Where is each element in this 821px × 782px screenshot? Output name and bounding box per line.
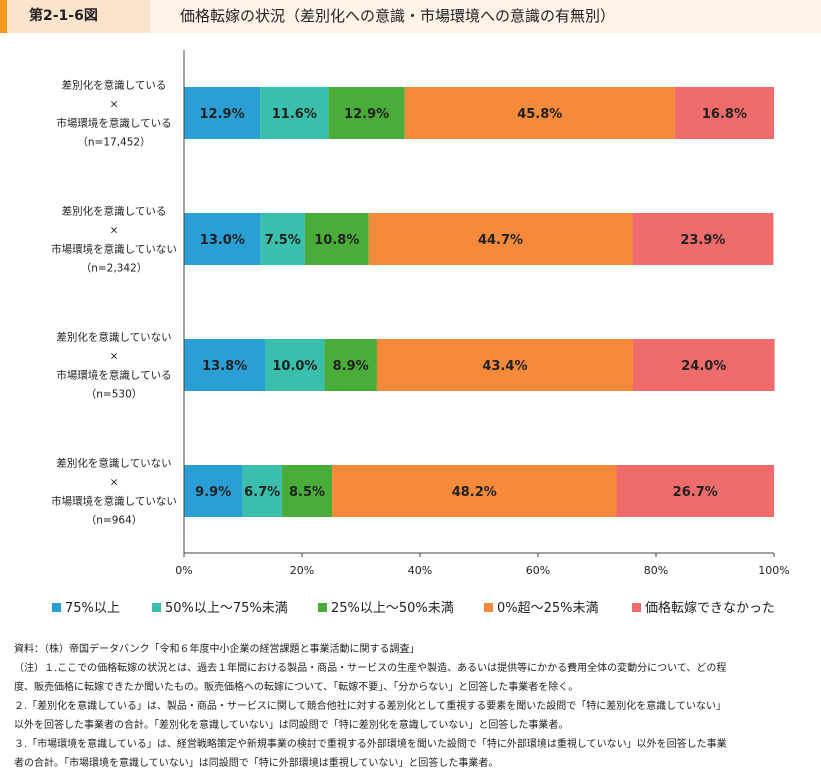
category-label: （n=530） (86, 389, 143, 401)
bar-segment (265, 339, 325, 391)
bar-segment (304, 213, 369, 265)
legend-swatch (632, 603, 641, 612)
data-label: 8.9% (333, 359, 369, 374)
bar-segment (376, 339, 633, 391)
category-label: × (110, 477, 119, 489)
bar-segment (674, 87, 774, 139)
legend-item-none: 価格転嫁できなかった (632, 601, 775, 617)
bar-segment (184, 87, 261, 139)
legend-label: 50%以上～75%未満 (165, 601, 288, 616)
source-notes: 資料：（株）帝国データバンク「令和６年度中小企業の経営課題と事業活動に関する調査… (14, 640, 814, 773)
bar-segment (404, 87, 675, 139)
category-label: × (110, 225, 119, 237)
data-label: 12.9% (200, 107, 245, 122)
x-tick-label: 0% (175, 564, 192, 577)
legend-label: 75%以上 (65, 601, 120, 616)
category-label: （n=17,452） (77, 137, 150, 149)
category-label: 差別化を意識していない (56, 331, 171, 344)
bar-segment (632, 339, 775, 391)
bar-segment (368, 213, 633, 265)
legend-label: 25%以上～50%未満 (331, 601, 454, 616)
data-label: 6.7% (244, 485, 280, 500)
bar-segment (328, 87, 405, 139)
x-tick-label: 100% (758, 564, 789, 577)
note-line: （注）１.ここでの価格転嫁の状況とは、過去１年間における製品・商品・サービスの生… (14, 663, 727, 674)
data-label: 10.0% (272, 359, 317, 374)
legend-swatch (152, 603, 161, 612)
legend-swatch (52, 603, 61, 612)
x-tick-label: 60% (526, 564, 550, 577)
data-label: 10.8% (314, 233, 359, 248)
legend-label: 0%超～25%未満 (497, 601, 599, 616)
data-label: 16.8% (702, 107, 747, 122)
data-label: 43.4% (482, 359, 527, 374)
data-label: 7.5% (265, 233, 301, 248)
note-source: 資料：（株）帝国データバンク「令和６年度中小企業の経営課題と事業活動に関する調査… (14, 644, 420, 655)
data-label: 8.5% (289, 485, 325, 500)
x-tick-label: 20% (290, 564, 314, 577)
figure-title: 価格転嫁の状況（差別化への意識・市場環境への意識の有無別） (150, 0, 821, 33)
data-label: 9.9% (195, 485, 231, 500)
legend-swatch (484, 603, 493, 612)
legend-swatch (318, 603, 327, 612)
x-tick-label: 80% (644, 564, 668, 577)
note-line: ２.「差別化を意識している」は、製品・商品・サービスに関して競合他社に対する差別… (14, 701, 726, 712)
data-label: 13.8% (202, 359, 247, 374)
note-line: ３.「市場環境を意識している」は、経営戦略策定や新規事業の検討で重視する外部環境… (14, 739, 727, 750)
data-label: 45.8% (517, 107, 562, 122)
bar-segment (260, 213, 305, 265)
legend-item-25-50: 25%以上～50%未満 (318, 601, 454, 617)
bar-segment (324, 339, 377, 391)
category-label: 市場環境を意識している (56, 117, 171, 130)
bar-segment (184, 465, 243, 517)
stacked-bar-chart: 差別化を意識している × 市場環境を意識している （n=17,452） 差別化を意識して… (51, 50, 790, 577)
note-line: 以外を回答した事業者の合計。「差別化を意識していない」は同設問で「特に差別化を意… (14, 720, 569, 731)
figure-header: 第2-1-6図 価格転嫁の状況（差別化への意識・市場環境への意識の有無別） (0, 0, 821, 33)
category-label: 市場環境を意識している (56, 369, 171, 382)
bar-segment (281, 465, 333, 517)
data-label: 23.9% (680, 233, 725, 248)
data-label: 26.7% (673, 485, 718, 500)
bar-segment (332, 465, 617, 517)
data-label: 48.2% (452, 485, 497, 500)
legend-item-0-25: 0%超～25%未満 (484, 601, 599, 617)
bar-segment (184, 213, 261, 265)
category-label: × (110, 351, 119, 363)
note-line: 者の合計。「市場環境を意識していない」は同設問で「特に外部環境は重視していない」… (14, 758, 499, 769)
legend-label: 価格転嫁できなかった (645, 601, 776, 616)
category-label: 市場環境を意識していない (51, 495, 177, 508)
data-label: 13.0% (200, 233, 245, 248)
bar-segment (260, 87, 329, 139)
bar-segment (632, 213, 774, 265)
data-label: 44.7% (478, 233, 523, 248)
category-label: 市場環境を意識していない (51, 243, 177, 256)
figure-number: 第2-1-6図 (0, 0, 150, 33)
category-label: 差別化を意識している (62, 205, 167, 218)
category-label: 差別化を意識している (62, 79, 167, 92)
data-label: 11.6% (272, 107, 317, 122)
bar-segment (184, 339, 266, 391)
category-label: （n=964） (86, 515, 143, 527)
legend-item-50-75: 50%以上～75%未満 (152, 601, 288, 617)
note-line: 度、販売価格に転嫁できたか聞いたもの。販売価格への転嫁について、「転嫁不要」、「… (14, 682, 579, 693)
bar-segment (242, 465, 282, 517)
category-label: × (110, 99, 119, 111)
bar-segment (616, 465, 774, 517)
data-label: 12.9% (344, 107, 389, 122)
category-label: 差別化を意識していない (56, 457, 171, 470)
category-label: （n=2,342） (81, 263, 148, 275)
legend-item-75-plus: 75%以上 (52, 601, 120, 617)
x-tick-label: 40% (408, 564, 432, 577)
data-label: 24.0% (681, 359, 726, 374)
